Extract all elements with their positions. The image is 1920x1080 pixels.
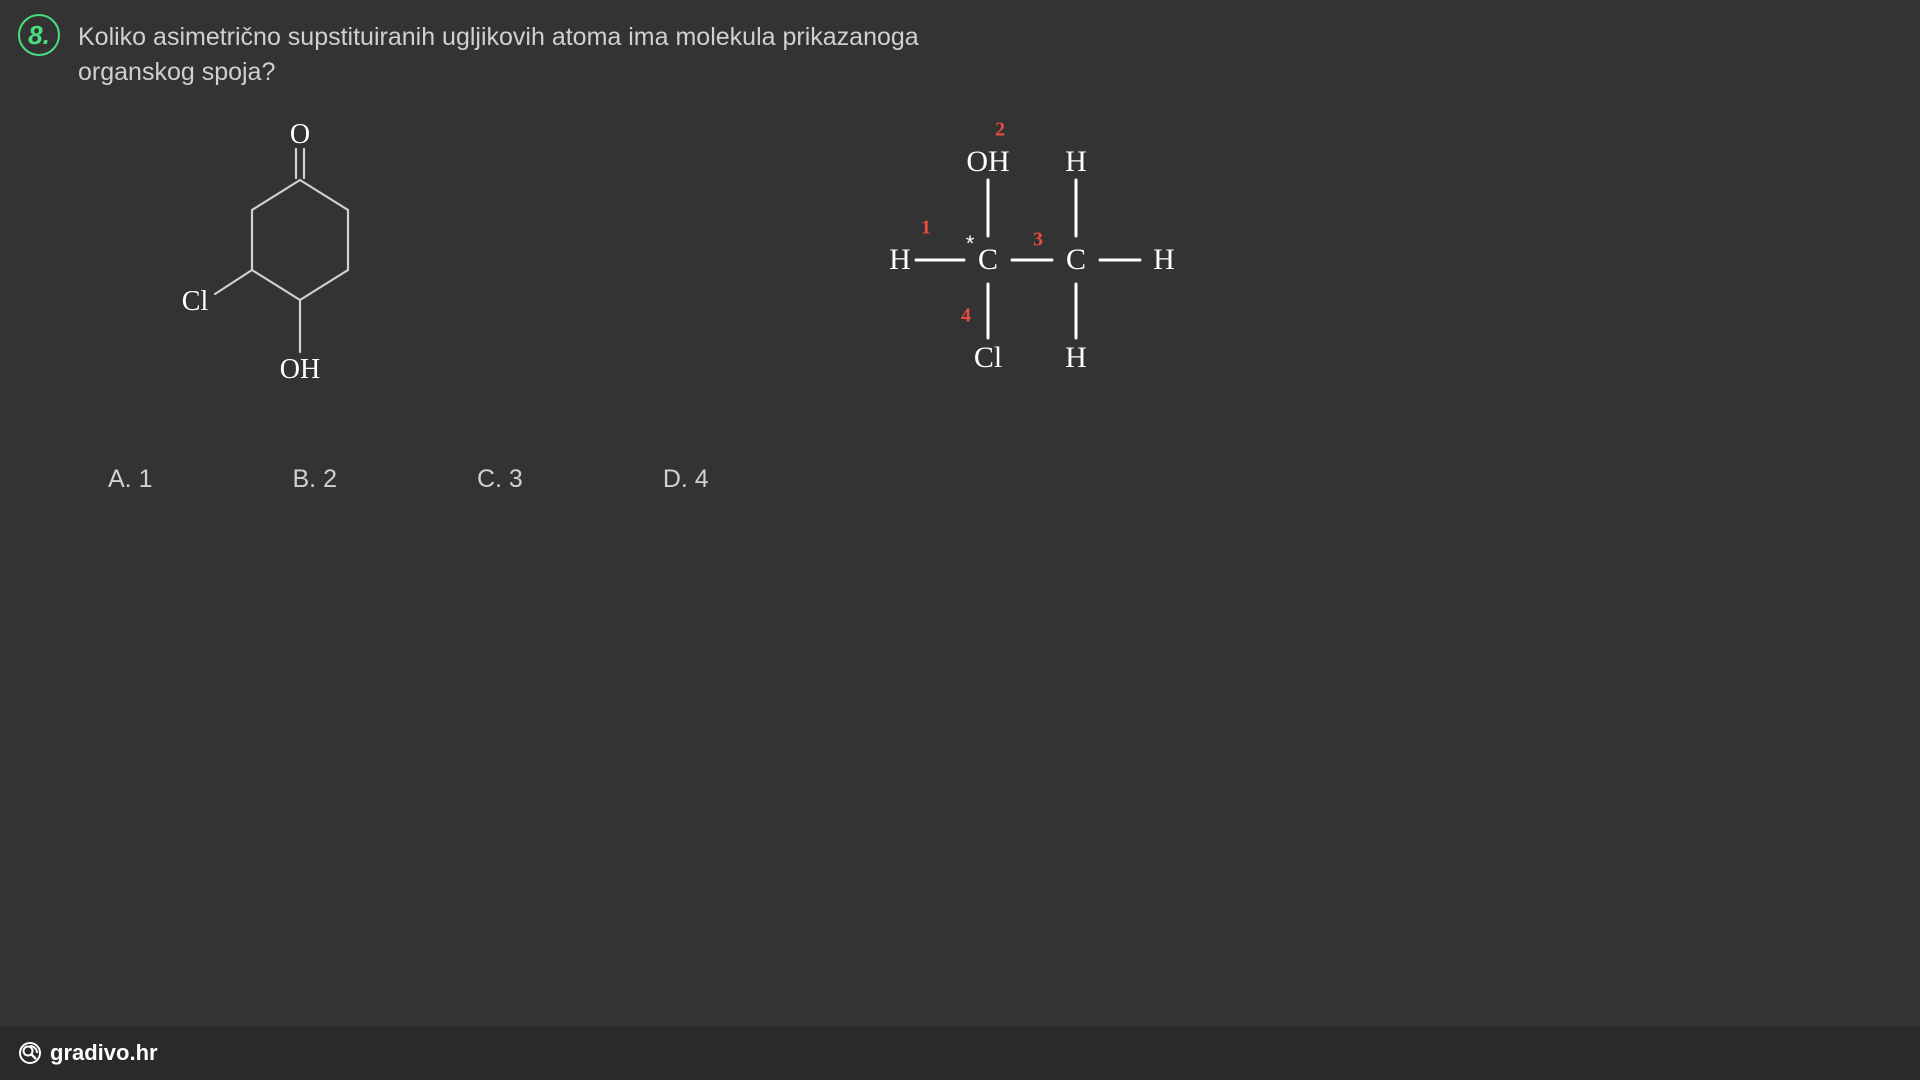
magnifier-icon [18,1041,42,1065]
footer-logo[interactable]: gradivo.hr [18,1040,158,1066]
option-d[interactable]: D. 4 [663,465,709,494]
cyclohexanone-svg [130,120,390,420]
atom-cl_bot: Cl [974,341,1002,375]
atom-h_top: H [1065,145,1087,179]
atom-oh_top: OH [966,145,1009,179]
atom-label-cl: Cl [182,286,208,318]
option-value: 3 [509,465,523,493]
atom-label-o: O [290,119,310,151]
option-c[interactable]: C. 3 [477,465,523,494]
option-letter: C. [477,465,502,493]
substituent-number-2: 2 [995,119,1005,142]
option-letter: D. [663,465,688,493]
option-value: 4 [695,465,709,493]
atom-h_left: H [889,243,911,277]
footer-bar: gradivo.hr [0,1026,1920,1080]
molecule-lewis: H C C H OH H Cl H 1 2 3 4 * [880,120,1220,380]
option-value: 1 [139,465,153,493]
atom-h_bot: H [1065,341,1087,375]
atom-h_right: H [1153,243,1175,277]
substituent-number-1: 1 [921,217,931,240]
atom-c2: C [1066,243,1086,277]
option-b[interactable]: B. 2 [292,465,336,494]
chiral-asterisk: * [966,231,975,257]
atom-label-oh: OH [280,354,320,386]
substituent-number-4: 4 [961,305,971,328]
option-value: 2 [323,465,337,493]
question-text: Koliko asimetrično supstituiranih ugljik… [78,20,978,90]
option-a[interactable]: A. 1 [108,465,152,494]
option-letter: A. [108,465,132,493]
molecule-cyclohexanone: O Cl OH [130,120,390,420]
answer-options: A. 1 B. 2 C. 3 D. 4 [108,465,709,494]
question-number-badge: 8. [18,14,60,56]
footer-brand-text: gradivo.hr [50,1040,158,1066]
option-letter: B. [292,465,316,493]
substituent-number-3: 3 [1033,229,1043,252]
question-number: 8. [28,20,50,51]
atom-c1: C [978,243,998,277]
